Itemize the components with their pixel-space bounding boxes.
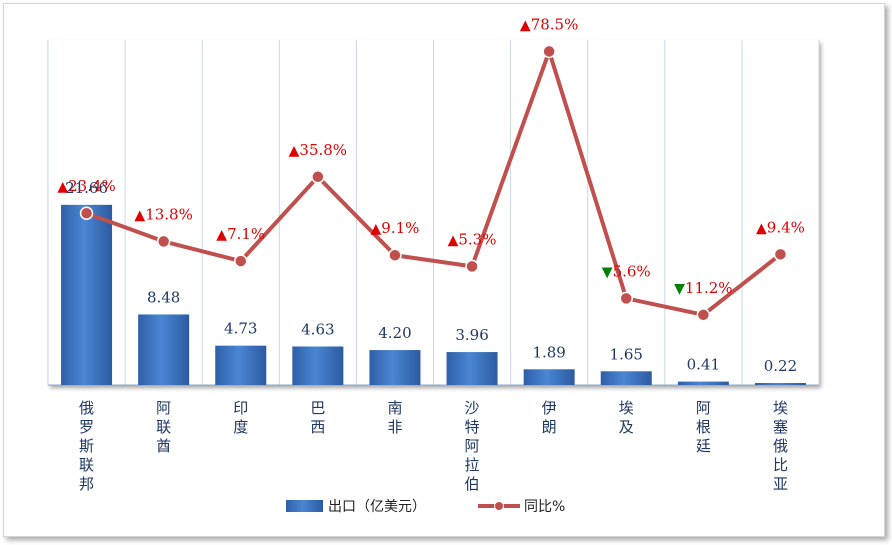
up-arrow-icon: ▲ [520,17,531,33]
chart-frame: 21.66 8.48 4.73 4.63 4.20 3.96 1.89 1.65 0.41 0.2… [3,3,885,537]
bar-value-label: 4.73 [224,320,257,338]
bar-value-label: 3.96 [455,326,488,344]
x-tick-label: 埃塞俄比亚 [773,399,788,493]
yoy-value: 13.8% [145,205,193,223]
yoy-label: ▲13.8% [134,205,192,223]
up-arrow-icon: ▲ [371,221,382,237]
bar-2 [138,314,190,385]
yoy-value: 35.8% [299,141,347,159]
yoy-value: 5.3% [458,230,496,248]
bar-5 [369,350,421,385]
yoy-point-8 [619,291,633,306]
chart-svg: 21.66 8.48 4.73 4.63 4.20 3.96 1.89 1.65 0.41 0.2… [47,15,820,515]
legend-bar-swatch [286,500,323,512]
up-arrow-icon: ▲ [756,220,767,236]
yoy-point-3 [234,254,248,268]
legend-line-marker [494,501,504,511]
up-arrow-icon: ▲ [134,207,145,223]
yoy-label: ▲5.3% [448,230,497,248]
bar-1 [61,204,113,385]
bar-value-label: 8.48 [147,288,180,306]
yoy-label: ▼11.2% [674,279,732,297]
x-tick-label: 印度 [233,399,248,436]
bar-3 [215,345,267,385]
legend-bar-label: 出口（亿美元） [328,499,426,515]
yoy-value: 7.1% [227,225,265,243]
bar-6 [446,352,498,385]
yoy-label: ▲23.4% [57,177,115,195]
x-tick-label: 阿联酋 [156,399,171,455]
yoy-label: ▲78.5% [520,15,578,33]
yoy-label: ▼5.6% [602,262,651,280]
bar-value-label: 4.63 [301,320,334,338]
legend-line-label: 同比% [524,499,565,515]
yoy-value: 9.4% [767,218,805,236]
bar-9 [677,381,729,385]
yoy-label: ▲7.1% [216,225,265,243]
x-tick-label: 沙特阿拉伯 [465,399,480,493]
yoy-point-6 [465,259,479,274]
bar-10 [754,383,806,385]
x-tick-label: 俄罗斯联邦 [79,399,94,493]
bar-value-label: 1.89 [532,343,565,361]
x-tick-label: 伊朗 [542,399,557,436]
bar-value-label: 1.65 [610,345,643,363]
yoy-label: ▲9.4% [756,218,805,236]
bar-value-label: 0.22 [764,357,797,375]
down-arrow-icon: ▼ [674,281,685,297]
bar-value-label: 21.66 [65,179,108,197]
yoy-point-7 [542,44,556,59]
yoy-value: 78.5% [531,15,579,33]
up-arrow-icon: ▲ [57,179,68,195]
x-tick-label: 埃及 [619,399,634,436]
bar-8 [600,371,652,385]
down-arrow-icon: ▼ [602,264,613,280]
yoy-value: 23.4% [68,177,116,195]
yoy-point-2 [156,234,171,249]
bar-4 [292,346,344,385]
yoy-point-5 [388,248,402,262]
yoy-value: 11.2% [685,279,733,297]
x-tick-label: 南非 [387,399,402,436]
x-tick-label: 巴西 [310,399,325,436]
bar-value-label: 4.20 [378,324,411,342]
yoy-label: ▲9.1% [371,219,420,237]
x-tick-label: 阿根廷 [696,399,711,455]
yoy-label: ▲35.8% [289,141,347,159]
yoy-point-10 [773,247,788,262]
bar-7 [523,369,575,385]
yoy-point-1 [79,206,94,220]
yoy-line [85,49,782,317]
bar-value-label: 0.41 [687,356,720,374]
yoy-point-9 [696,308,711,322]
yoy-value: 5.6% [613,262,651,280]
up-arrow-icon: ▲ [289,143,300,159]
yoy-point-4 [311,170,325,184]
up-arrow-icon: ▲ [448,232,459,248]
yoy-value: 9.1% [381,219,419,237]
up-arrow-icon: ▲ [216,227,227,243]
